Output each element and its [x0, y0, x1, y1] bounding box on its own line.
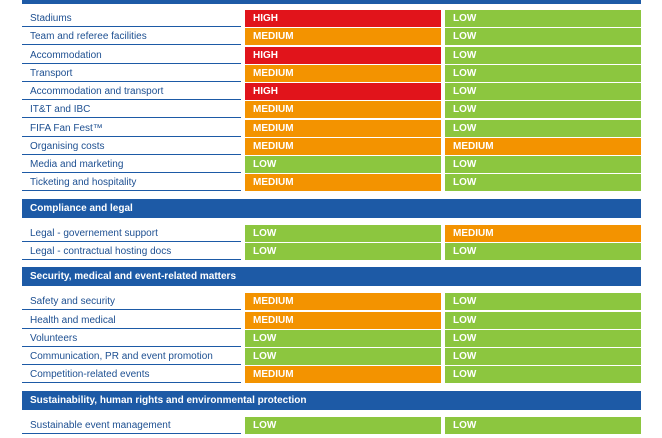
rating-cell-first: LOW — [245, 417, 441, 434]
rating-cell-first: LOW — [245, 225, 441, 242]
table-row: Safety and security MEDIUM LOW — [22, 293, 641, 310]
row-label: Transport — [22, 65, 241, 82]
row-label: Legal - contractual hosting docs — [22, 243, 241, 260]
rating-cell-second: LOW — [445, 348, 641, 365]
section-header: Compliance and legal — [22, 199, 641, 218]
table-row: Communication, PR and event promotion LOW… — [22, 348, 641, 365]
rating-cell-first: MEDIUM — [245, 138, 441, 155]
rating-cell-first: MEDIUM — [245, 174, 441, 191]
rating-cell-second: LOW — [445, 417, 641, 434]
row-label: Accommodation — [22, 47, 241, 64]
table-row: IT&T and IBC MEDIUM LOW — [22, 101, 641, 118]
table-row: Accommodation HIGH LOW — [22, 47, 641, 64]
row-label: Team and referee facilities — [22, 28, 241, 45]
row-label: Health and medical — [22, 312, 241, 329]
table-row: Team and referee facilities MEDIUM LOW — [22, 28, 641, 45]
rating-cell-second: MEDIUM — [445, 225, 641, 242]
rating-cell-first: MEDIUM — [245, 101, 441, 118]
rating-cell-first: LOW — [245, 156, 441, 173]
row-label: Media and marketing — [22, 156, 241, 173]
table-row: Organising costs MEDIUM MEDIUM — [22, 138, 641, 155]
rating-cell-second: LOW — [445, 243, 641, 260]
table-row: Legal - governement support LOW MEDIUM — [22, 225, 641, 242]
section-header: Security, medical and event-related matt… — [22, 267, 641, 286]
rating-cell-second: LOW — [445, 174, 641, 191]
rating-cell-first: LOW — [245, 348, 441, 365]
rating-cell-first: HIGH — [245, 10, 441, 27]
row-label: Volunteers — [22, 330, 241, 347]
rating-cell-second: LOW — [445, 366, 641, 383]
rating-cell-second: LOW — [445, 83, 641, 100]
row-label: Competition-related events — [22, 366, 241, 383]
rating-cell-first: LOW — [245, 330, 441, 347]
row-label: Accommodation and transport — [22, 83, 241, 100]
rating-cell-first: MEDIUM — [245, 65, 441, 82]
table-row: Transport MEDIUM LOW — [22, 65, 641, 82]
table-row: Accommodation and transport HIGH LOW — [22, 83, 641, 100]
table-row: Volunteers LOW LOW — [22, 330, 641, 347]
rating-cell-second: LOW — [445, 65, 641, 82]
rating-cell-first: LOW — [245, 243, 441, 260]
rating-cell-second: LOW — [445, 293, 641, 310]
rating-cell-second: MEDIUM — [445, 138, 641, 155]
table-top-bar — [22, 0, 641, 4]
rating-cell-second: LOW — [445, 330, 641, 347]
rating-cell-first: MEDIUM — [245, 366, 441, 383]
rating-cell-second: LOW — [445, 312, 641, 329]
rating-cell-first: HIGH — [245, 47, 441, 64]
row-label: Ticketing and hospitality — [22, 174, 241, 191]
table-row: Media and marketing LOW LOW — [22, 156, 641, 173]
rating-cell-first: MEDIUM — [245, 293, 441, 310]
table-row: Competition-related events MEDIUM LOW — [22, 366, 641, 383]
rating-cell-second: LOW — [445, 10, 641, 27]
table-row: Legal - contractual hosting docs LOW LOW — [22, 243, 641, 260]
row-label: Legal - governement support — [22, 225, 241, 242]
row-label: Organising costs — [22, 138, 241, 155]
table-row: FIFA Fan Fest™ MEDIUM LOW — [22, 120, 641, 137]
rating-cell-first: HIGH — [245, 83, 441, 100]
table-row: Sustainable event management LOW LOW — [22, 417, 641, 434]
row-label: Sustainable event management — [22, 417, 241, 434]
row-label: Safety and security — [22, 293, 241, 310]
rating-cell-first: MEDIUM — [245, 120, 441, 137]
row-label: FIFA Fan Fest™ — [22, 120, 241, 137]
row-label: IT&T and IBC — [22, 101, 241, 118]
table-row: Ticketing and hospitality MEDIUM LOW — [22, 174, 641, 191]
rating-cell-first: MEDIUM — [245, 28, 441, 45]
rating-cell-second: LOW — [445, 156, 641, 173]
rating-cell-second: LOW — [445, 101, 641, 118]
table-row: Stadiums HIGH LOW — [22, 10, 641, 27]
rating-cell-first: MEDIUM — [245, 312, 441, 329]
row-label: Stadiums — [22, 10, 241, 27]
rating-cell-second: LOW — [445, 120, 641, 137]
table-row: Health and medical MEDIUM LOW — [22, 312, 641, 329]
section-header: Sustainability, human rights and environ… — [22, 391, 641, 410]
rating-cell-second: LOW — [445, 28, 641, 45]
row-label: Communication, PR and event promotion — [22, 348, 241, 365]
rating-cell-second: LOW — [445, 47, 641, 64]
